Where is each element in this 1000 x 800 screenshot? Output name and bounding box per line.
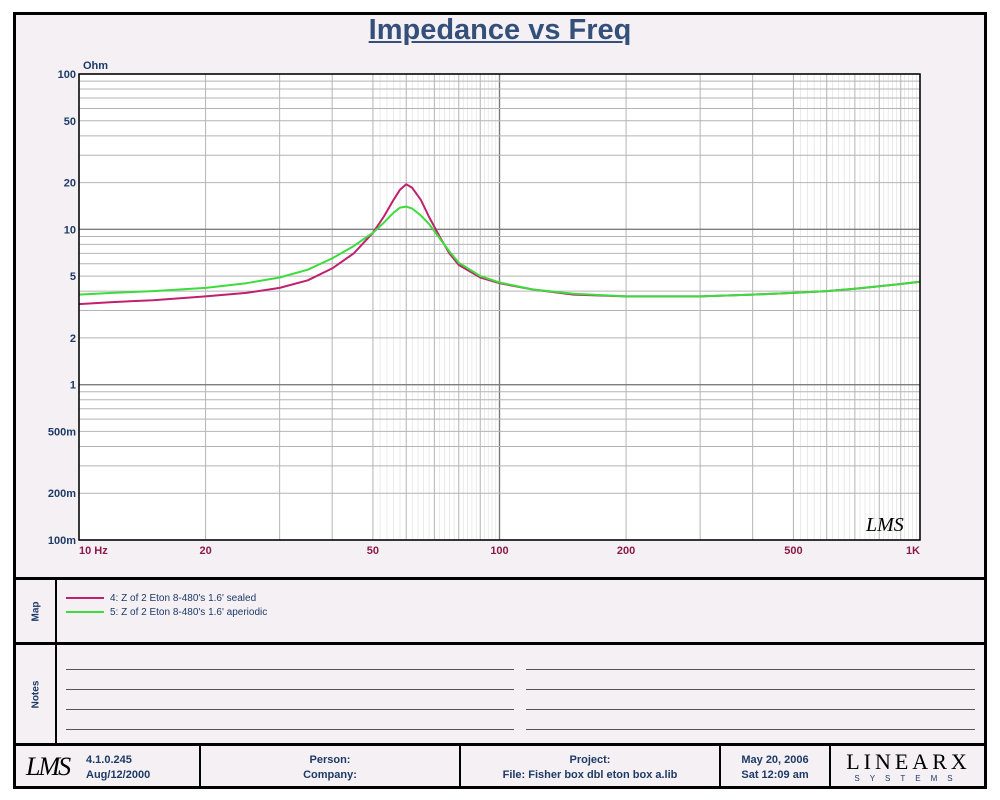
lms-logo: LMS xyxy=(26,752,71,781)
legend-swatch-sealed xyxy=(66,597,104,599)
y-tick-label: 10 xyxy=(64,224,76,236)
legend-swatch-aperiodic xyxy=(66,611,104,613)
note-line[interactable] xyxy=(66,729,514,730)
y-tick-label: 200m xyxy=(48,488,76,500)
note-line[interactable] xyxy=(66,689,514,690)
note-line[interactable] xyxy=(526,689,975,690)
notes-divider xyxy=(55,645,57,743)
footer-divider xyxy=(829,746,831,786)
y-tick-label: 100m xyxy=(48,535,76,547)
brand-subtitle: SYSTEMS xyxy=(854,774,963,783)
date: May 20, 2006 xyxy=(741,754,809,766)
x-tick-label: 50 xyxy=(367,545,379,557)
series-lines xyxy=(78,183,921,306)
footer-divider xyxy=(199,746,201,786)
y-tick-label: 20 xyxy=(64,178,76,190)
footer-separator xyxy=(13,743,987,746)
note-line[interactable] xyxy=(66,709,514,710)
legend-entry-aperiodic: 5: Z of 2 Eton 8-480's 1.6' aperiodic xyxy=(66,605,267,619)
map-divider xyxy=(55,580,57,642)
y-tick-label: 5 xyxy=(70,271,76,283)
version-number: 4.1.0.245 xyxy=(86,754,132,766)
date-time: May 20, 2006 Sat 12:09 am xyxy=(721,753,829,783)
x-tick-label: 20 xyxy=(199,545,211,557)
y-tick-label: 500m xyxy=(48,426,76,438)
person-label: Person: xyxy=(309,754,351,766)
file-label: File: Fisher box dbl eton box a.lib xyxy=(502,769,678,781)
project-label: Project: xyxy=(569,754,611,766)
build-date: Aug/12/2000 xyxy=(86,769,151,781)
company-label: Company: xyxy=(303,769,357,781)
y-tick-label: 2 xyxy=(70,333,76,345)
y-tick-label: 1 xyxy=(70,380,76,392)
legend-text-aperiodic: 5: Z of 2 Eton 8-480's 1.6' aperiodic xyxy=(110,606,268,618)
plot-border xyxy=(78,73,921,541)
x-tick-label: 500 xyxy=(784,545,802,557)
grid xyxy=(78,73,921,541)
note-line[interactable] xyxy=(526,709,975,710)
series-line-aperiodic xyxy=(78,205,921,298)
note-line[interactable] xyxy=(526,669,975,670)
legend-entry-sealed: 4: Z of 2 Eton 8-480's 1.6' sealed xyxy=(66,591,256,605)
footer-divider xyxy=(719,746,721,786)
linearx-logo: LINEARX SYSTEMS xyxy=(836,750,981,784)
map-panel-label: Map xyxy=(30,601,42,621)
version-info: 4.1.0.245 Aug/12/2000 xyxy=(86,753,150,783)
lms-watermark: LMS xyxy=(865,514,904,536)
map-separator xyxy=(13,577,987,580)
notes-separator xyxy=(13,642,987,645)
chart-title: Impedance vs Freq xyxy=(368,14,632,46)
footer-divider xyxy=(459,746,461,786)
y-tick-label: 100 xyxy=(58,69,76,81)
y-tick-label: 50 xyxy=(64,116,76,128)
x-tick-label: 100 xyxy=(490,545,508,557)
brand-name: LINEARX xyxy=(846,749,971,774)
note-line[interactable] xyxy=(526,729,975,730)
notes-panel-label: Notes xyxy=(30,680,42,708)
x-tick-label: 200 xyxy=(617,545,635,557)
x-tick-label: 10 Hz xyxy=(79,545,108,557)
x-tick-label: 1K xyxy=(906,545,920,557)
project-info: Project: File: Fisher box dbl eton box a… xyxy=(461,753,719,783)
note-line[interactable] xyxy=(66,669,514,670)
y-axis-label: Ohm xyxy=(83,60,108,72)
legend-text-sealed: 4: Z of 2 Eton 8-480's 1.6' sealed xyxy=(110,592,257,604)
person-company: Person: Company: xyxy=(201,753,459,783)
time: Sat 12:09 am xyxy=(741,769,809,781)
